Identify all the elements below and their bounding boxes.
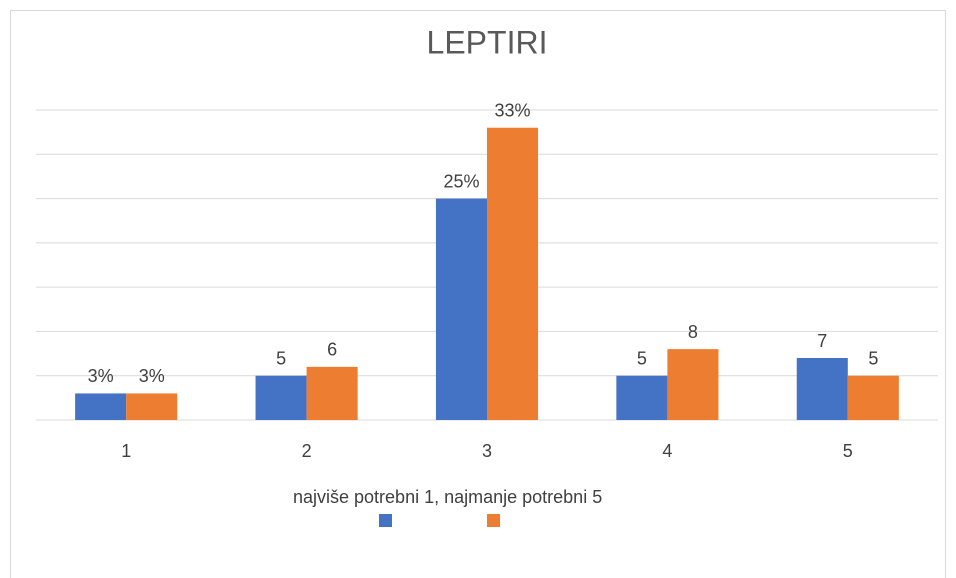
data-label: 5 (637, 348, 647, 368)
data-label: 33% (495, 100, 531, 120)
x-axis-title: najviše potrebni 1, najmanje potrebni 5 (293, 487, 603, 507)
bar (75, 393, 127, 420)
bar (667, 349, 719, 420)
x-tick-label: 2 (302, 441, 312, 461)
data-label: 5 (868, 348, 878, 368)
bar (435, 198, 487, 420)
data-label: 7 (817, 331, 827, 351)
data-label: 25% (443, 171, 479, 191)
legend-swatch (487, 514, 500, 527)
x-tick-label: 3 (482, 441, 492, 461)
bar (616, 375, 668, 420)
bar (255, 375, 307, 420)
bar (126, 393, 178, 420)
chart-title: LEPTIRI (427, 24, 548, 60)
x-tick-label: 4 (662, 441, 672, 461)
data-label: 6 (327, 340, 337, 360)
data-label: 5 (276, 348, 286, 368)
bar (796, 358, 848, 420)
bar (847, 375, 899, 420)
bar (487, 127, 539, 420)
bar (306, 366, 358, 420)
data-label: 3% (88, 366, 114, 386)
x-tick-label: 1 (121, 441, 131, 461)
x-tick-label: 5 (843, 441, 853, 461)
legend-swatch (379, 514, 392, 527)
data-label: 3% (139, 366, 165, 386)
data-label: 8 (688, 322, 698, 342)
